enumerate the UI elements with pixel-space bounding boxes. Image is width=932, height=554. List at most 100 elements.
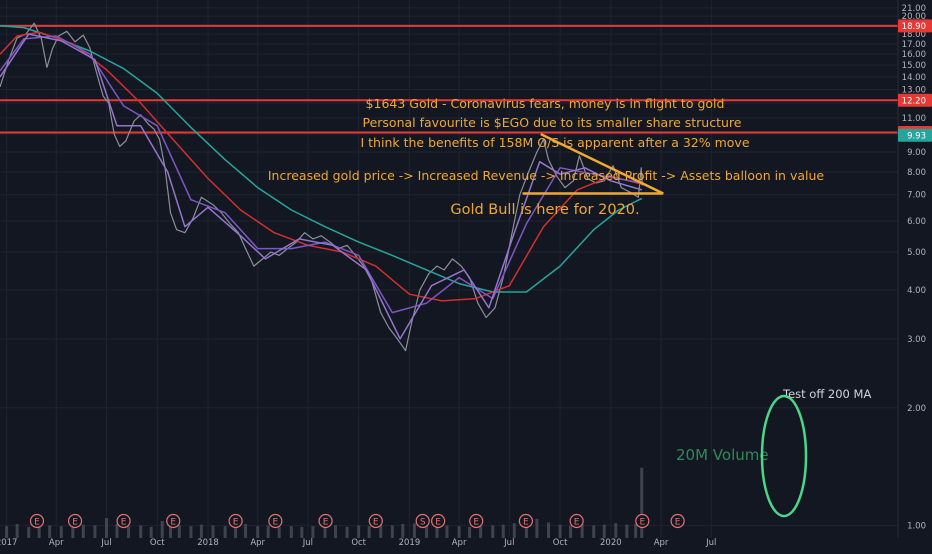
volume-bar — [256, 526, 260, 538]
annotation-line-ego: Personal favourite is $EGO due to its sm… — [363, 115, 742, 130]
y-tick-label: 6.00 — [907, 217, 926, 227]
y-tick-label: 11.00 — [902, 114, 926, 124]
volume-bar — [367, 526, 371, 538]
annotation-line-gold: $1643 Gold - Coronavirus fears, money is… — [366, 96, 725, 111]
x-tick-label: Jul — [100, 538, 111, 548]
event-marker — [469, 513, 484, 529]
volume-bar — [390, 525, 394, 538]
volume-bars — [5, 467, 644, 538]
x-tick-label: 2019 — [399, 538, 421, 548]
volume-bar — [311, 526, 315, 538]
volume-bar — [81, 524, 85, 538]
volume-highlight-ellipse — [760, 394, 808, 518]
volume-bar — [244, 523, 248, 538]
volume-bar — [160, 520, 164, 538]
event-marker — [415, 513, 430, 529]
volume-bar — [71, 526, 75, 538]
volume-bar — [199, 524, 203, 538]
event-marker-label: E — [121, 518, 127, 528]
event-marker — [368, 513, 383, 529]
volume-bar — [491, 525, 495, 538]
event-marker-label: E — [523, 518, 529, 528]
x-tick-label: Oct — [351, 538, 366, 548]
event-marker-label: E — [72, 518, 78, 528]
event-marker — [166, 513, 181, 529]
y-tick-label: 4.00 — [907, 286, 926, 296]
last-price-badge-bg — [898, 128, 932, 142]
volume-bar — [149, 526, 153, 538]
event-marker-label: E — [675, 518, 681, 528]
level-badge-label: 12.20 — [902, 96, 926, 106]
volume-bar — [37, 520, 41, 538]
volume-bar — [48, 525, 52, 538]
event-marker-label: E — [34, 518, 40, 528]
y-tick-label: 3.00 — [907, 335, 926, 345]
volume-bar — [189, 526, 193, 538]
volume-bar — [625, 524, 629, 538]
y-tick-label: 21.00 — [902, 4, 926, 14]
volume-bar — [211, 525, 215, 538]
y-tick-label: 18.00 — [902, 30, 926, 40]
volume-bar — [289, 526, 293, 538]
volume-bar — [412, 523, 416, 538]
x-tick-label: Apr — [452, 538, 467, 548]
x-axis: 2017 Apr Jul Oct 2018 Apr Jul Oct 2019 Apr Jul Oct 2… — [0, 538, 716, 548]
volume-bar — [592, 525, 596, 538]
event-marker — [116, 513, 131, 529]
y-tick-label: 17.00 — [902, 40, 926, 50]
event-marker-label: E — [574, 518, 580, 528]
y-tick-label: 20.00 — [902, 12, 926, 22]
y-tick-label: 2.00 — [907, 404, 926, 414]
event-marker — [318, 513, 333, 529]
y-tick-label: 14.00 — [902, 73, 926, 83]
volume-bar — [640, 467, 644, 538]
volume-bar — [614, 523, 618, 538]
x-tick-label: 2018 — [197, 538, 219, 548]
x-tick-label: Jul — [302, 538, 313, 548]
annotation-line-chain: Increased gold price -> Increased Revenu… — [268, 168, 825, 183]
level-badge-label: 18.90 — [902, 22, 926, 32]
volume-bar — [333, 525, 337, 538]
volume-bar — [501, 524, 505, 538]
grid — [0, 0, 898, 538]
volume-bar — [115, 523, 119, 538]
volume-bar — [323, 526, 327, 538]
volume-bar — [127, 526, 131, 538]
event-marker — [228, 513, 243, 529]
event-marker-label: E — [435, 518, 441, 528]
volume-bar — [15, 523, 19, 538]
horizontal-levels — [0, 24, 898, 134]
annotation-line-shares: I think the benefits of 158M O/S is appa… — [360, 135, 749, 150]
volume-bar — [169, 523, 173, 538]
y-tick-label: 15.00 — [902, 61, 926, 71]
last-price-badge-label: 9.93 — [907, 131, 926, 141]
y-tick-label: 1.00 — [907, 522, 926, 532]
volume-bar — [457, 526, 461, 538]
annotation-line-bull: Gold Bull is here for 2020. — [450, 202, 639, 218]
volume-bar — [634, 523, 638, 538]
event-marker — [670, 513, 685, 529]
x-tick-label: Apr — [49, 538, 64, 548]
volume-bar — [177, 525, 181, 538]
y-axis-background — [898, 0, 932, 550]
volume-bar — [104, 518, 108, 538]
y-tick-label: 13.00 — [902, 85, 926, 95]
volume-bar — [357, 525, 361, 538]
y-tick-label: 7.00 — [907, 191, 926, 201]
volume-bar — [479, 526, 483, 538]
level-badge-bg — [898, 93, 932, 107]
volume-bar — [425, 524, 429, 538]
volume-bar — [512, 523, 516, 538]
annotation-volume: 20M Volume — [676, 446, 769, 464]
event-marker — [29, 513, 45, 529]
annotation-200ma-test: Test off 200 MA — [782, 387, 871, 401]
triangle-resistance-line — [540, 132, 664, 195]
volume-bar — [401, 523, 405, 538]
volume-bar — [93, 525, 97, 538]
volume-bar — [435, 526, 439, 538]
volume-bar — [266, 525, 270, 538]
